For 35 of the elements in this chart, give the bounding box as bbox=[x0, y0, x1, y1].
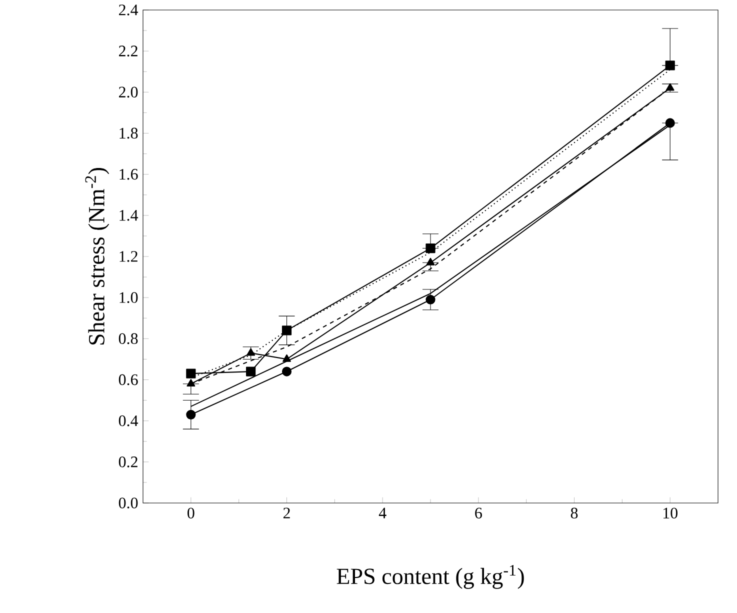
point bbox=[426, 294, 436, 304]
x-axis-title: EPS content (g kg$^{-1}$) bbox=[336, 565, 524, 589]
point bbox=[282, 366, 292, 376]
point bbox=[186, 410, 196, 420]
x-tick-label: 4 bbox=[378, 508, 386, 518]
x-tick-label: 8 bbox=[570, 508, 578, 518]
y-tick-label: 2.4 bbox=[119, 4, 138, 16]
y-tick-label: 2.0 bbox=[119, 86, 138, 98]
x-tick-label: 6 bbox=[475, 508, 482, 518]
y-tick-label: 1.4 bbox=[120, 210, 138, 221]
x-tick-label: 10 bbox=[664, 508, 678, 518]
y-tick-label: 1.6 bbox=[120, 168, 138, 180]
point bbox=[666, 83, 674, 91]
point bbox=[186, 368, 196, 378]
y-tick-label: 1.0 bbox=[120, 292, 138, 304]
point bbox=[426, 243, 436, 254]
point bbox=[665, 60, 675, 70]
point bbox=[186, 379, 196, 387]
y-tick-label: 0.2 bbox=[118, 456, 138, 468]
y-tick-label: 1.2 bbox=[120, 251, 138, 262]
y-axis-title: Shear stress (Nm$^{-2}$) bbox=[85, 168, 110, 344]
x-tick-label: 2 bbox=[283, 508, 290, 518]
y-tick-label: 0.8 bbox=[118, 333, 138, 344]
point bbox=[426, 258, 435, 266]
point bbox=[246, 366, 256, 376]
point bbox=[282, 326, 292, 336]
y-tick-label: 0.6 bbox=[118, 374, 138, 386]
x-tick-label: 0 bbox=[188, 508, 194, 518]
point bbox=[665, 118, 675, 128]
y-tick-label: 0.4 bbox=[118, 415, 138, 426]
point bbox=[282, 354, 291, 362]
point bbox=[246, 348, 256, 356]
y-tick-label: 2.2 bbox=[119, 46, 138, 56]
y-tick-label: 0.0 bbox=[118, 498, 138, 508]
y-tick-label: 1.8 bbox=[120, 128, 138, 139]
